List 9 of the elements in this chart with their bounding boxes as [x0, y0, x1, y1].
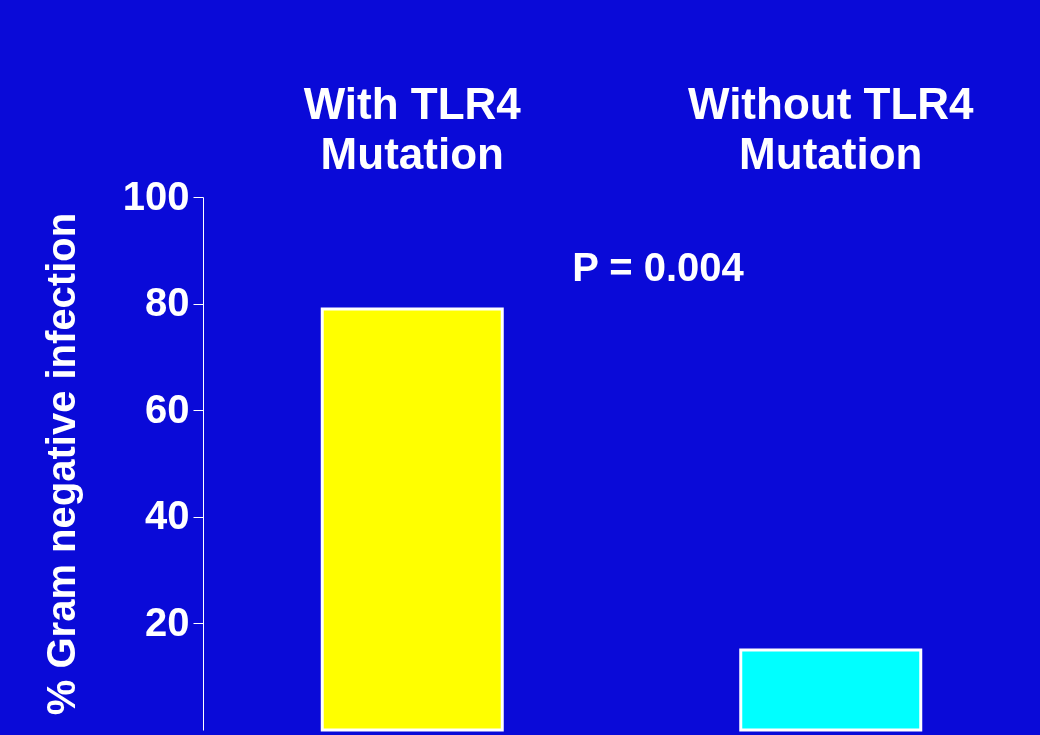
- y-tick-label: 80: [145, 280, 190, 325]
- x-tick-label: With TLR4 Mutation: [303, 78, 522, 178]
- y-tick-label: 60: [145, 386, 190, 431]
- y-tick-label: 40: [145, 493, 190, 538]
- y-tick-label: 20: [145, 599, 190, 644]
- y-tick-label: 100: [122, 173, 190, 218]
- x-tick-label: Without TLR4 Mutation: [687, 78, 975, 178]
- y-axis-title: % Gram negative infection: [38, 212, 83, 716]
- annotation: P = 0.004: [572, 245, 745, 289]
